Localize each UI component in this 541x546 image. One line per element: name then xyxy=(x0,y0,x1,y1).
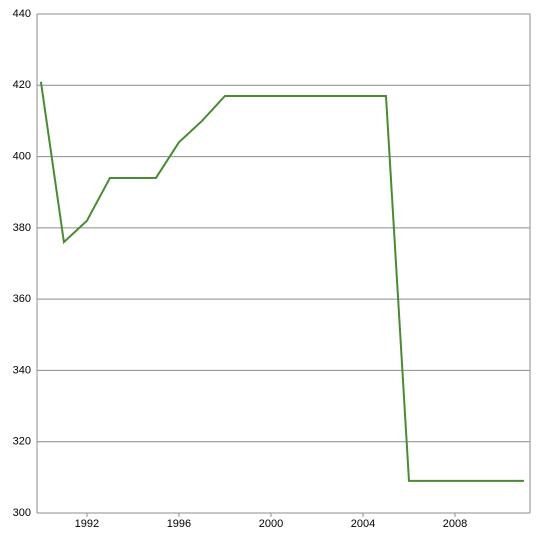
x-tick-label: 2004 xyxy=(351,518,375,530)
y-tick-label: 420 xyxy=(13,79,31,91)
y-tick-label: 380 xyxy=(13,222,31,234)
x-tick-label: 1992 xyxy=(75,518,99,530)
y-tick-label: 400 xyxy=(13,150,31,162)
x-tick-label: 2008 xyxy=(443,518,467,530)
y-tick-label: 340 xyxy=(13,364,31,376)
data-line xyxy=(39,81,525,482)
y-tick-label: 320 xyxy=(13,436,31,448)
y-tick-label: 360 xyxy=(13,293,31,305)
y-tick-label: 300 xyxy=(13,507,31,519)
y-tick-label: 440 xyxy=(13,8,31,20)
x-tick-label: 1996 xyxy=(167,518,191,530)
x-tick-label: 2000 xyxy=(259,518,283,530)
